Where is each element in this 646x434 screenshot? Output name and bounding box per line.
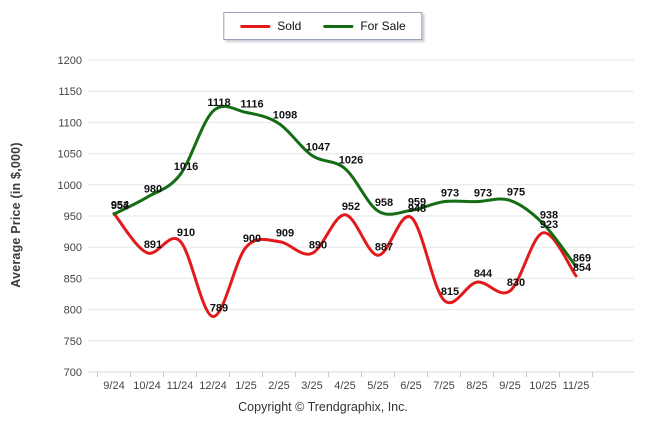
copyright-text: Copyright © Trendgraphix, Inc.: [238, 400, 408, 414]
data-label: 887: [375, 241, 393, 253]
legend-label-for-sale: For Sale: [360, 19, 406, 33]
data-label: 975: [507, 186, 525, 198]
data-label: 815: [441, 286, 459, 298]
legend: Sold For Sale: [223, 12, 423, 40]
x-tick-label: 12/24: [199, 380, 227, 392]
sold-line-swatch: [240, 24, 271, 28]
data-label: 954: [111, 200, 130, 212]
x-tick-label: 8/25: [466, 380, 487, 392]
data-label: 1118: [207, 97, 230, 109]
y-tick-label: 1150: [58, 86, 82, 98]
x-axis-ticks: [97, 372, 593, 377]
data-labels-sold: 954 891 910 789 900 909 890 952 887 948 815 844 830 9…: [111, 200, 592, 315]
x-tick-label: 11/25: [563, 380, 590, 392]
x-tick-label: 9/25: [499, 380, 520, 392]
legend-item-for-sale: For Sale: [323, 19, 406, 33]
data-label: 938: [540, 210, 558, 222]
data-label: 1047: [306, 142, 330, 154]
legend-item-sold: Sold: [240, 19, 301, 33]
data-label: 844: [474, 268, 493, 280]
y-tick-label: 1050: [58, 149, 82, 161]
legend-label-sold: Sold: [277, 19, 302, 33]
data-label: 952: [342, 201, 360, 213]
data-label: 948: [408, 203, 426, 215]
x-tick-label: 9/24: [103, 380, 124, 392]
data-label: 900: [243, 233, 261, 245]
x-tick-label: 4/25: [334, 380, 355, 392]
data-label: 854: [573, 262, 592, 274]
data-label: 891: [144, 239, 162, 251]
y-tick-label: 750: [64, 336, 82, 348]
data-label: 789: [210, 303, 228, 315]
x-tick-label: 10/24: [133, 380, 161, 392]
data-label: 869: [573, 253, 591, 265]
y-tick-label: 950: [64, 211, 82, 223]
data-label: 923: [540, 219, 558, 231]
data-label: 830: [507, 277, 525, 289]
y-axis-labels: 700 750 800 850 900 950 1000 1050 1100 1150 1200: [58, 55, 82, 379]
data-label: 1116: [240, 98, 263, 110]
data-label: 1026: [339, 155, 363, 167]
x-tick-label: 7/25: [433, 380, 454, 392]
gridlines: [88, 59, 634, 373]
y-tick-label: 800: [64, 305, 82, 317]
y-tick-label: 850: [64, 273, 82, 285]
x-axis-labels: 9/24 10/24 11/24 12/24 1/25 2/25 3/25 4/25 5/25 6…: [103, 380, 589, 392]
x-tick-label: 10/25: [529, 380, 557, 392]
data-label: 980: [144, 183, 162, 195]
y-tick-label: 1200: [58, 55, 82, 67]
data-label: 958: [375, 197, 393, 209]
data-labels-for-sale: 953 980 1016 1118 1116 1098 1047 1026 958 959 973 9…: [111, 97, 591, 264]
y-tick-label: 900: [64, 242, 82, 254]
data-label: 959: [408, 196, 426, 208]
x-tick-label: 5/25: [367, 380, 388, 392]
data-label: 973: [474, 188, 492, 200]
x-tick-label: 2/25: [268, 380, 289, 392]
data-label: 1016: [174, 161, 198, 173]
x-tick-label: 6/25: [400, 380, 421, 392]
y-tick-label: 700: [64, 367, 82, 379]
y-tick-label: 1000: [58, 180, 82, 192]
data-label: 909: [276, 228, 294, 240]
data-label: 1098: [273, 110, 297, 122]
data-label: 973: [441, 188, 459, 200]
data-label: 953: [111, 200, 129, 212]
data-label: 890: [309, 239, 327, 251]
for-sale-line-swatch: [323, 24, 354, 28]
sold-line: [112, 212, 578, 318]
for-sale-line: [112, 104, 578, 268]
x-tick-label: 11/24: [167, 380, 194, 392]
y-axis-title: Average Price (in $,000): [9, 142, 23, 288]
y-tick-label: 1100: [58, 117, 82, 129]
data-label: 910: [177, 227, 195, 239]
x-tick-label: 1/25: [235, 380, 256, 392]
x-tick-label: 3/25: [301, 380, 322, 392]
